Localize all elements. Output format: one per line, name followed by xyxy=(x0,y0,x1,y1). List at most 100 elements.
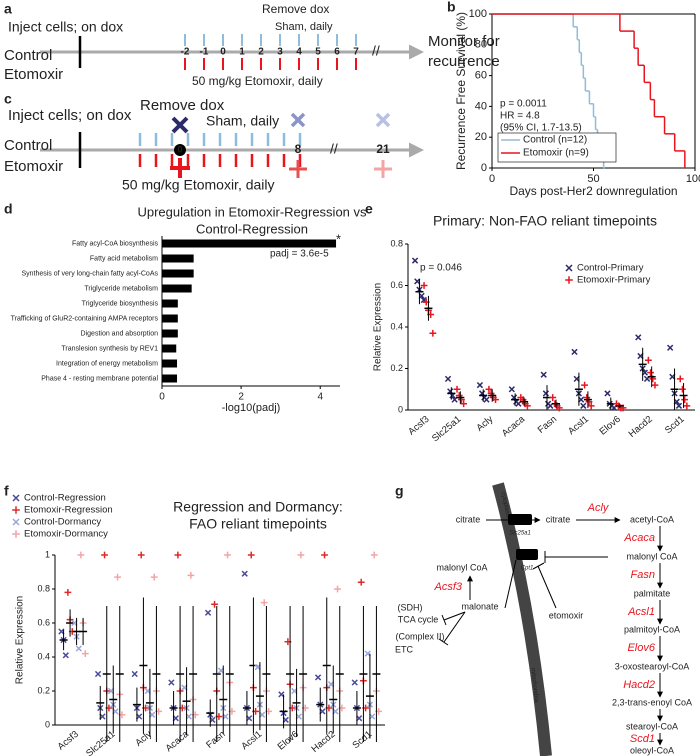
point xyxy=(651,381,659,389)
metabolite: 2,3-trans-enoyl CoA xyxy=(612,697,692,707)
day-label: 4 xyxy=(296,47,302,58)
day-label: 6 xyxy=(334,47,340,58)
legend-label: Control-Primary xyxy=(577,263,644,274)
panel-label: b xyxy=(447,0,456,15)
mitochondria-label: mitochondria xyxy=(529,668,539,703)
day-label: 5 xyxy=(315,47,321,58)
panel-g: g cytoplasm mitochondria Slc25a1 Cpt1 ci… xyxy=(395,482,692,756)
bar xyxy=(162,344,177,353)
legend-marker xyxy=(565,276,573,284)
enzyme: Elov6 xyxy=(627,642,655,654)
etomoxir-label: Etomoxir xyxy=(4,158,63,175)
y-tick-label: 0.6 xyxy=(37,617,50,627)
bar xyxy=(162,269,194,278)
y-tick-label: 0.8 xyxy=(390,238,403,248)
panel-c: c // Inject cells; on dox Control Etomox… xyxy=(4,91,424,193)
day-label: 7 xyxy=(353,47,359,58)
chart: e Primary: Non-FAO reliant timepoints 0 0.2… xyxy=(365,201,695,444)
point xyxy=(571,348,578,356)
category-label: Acly xyxy=(474,414,495,434)
remove-dox: Remove dox xyxy=(262,2,329,16)
point xyxy=(580,402,587,409)
point xyxy=(667,344,674,351)
category-label: Triglyceride metabolism xyxy=(84,285,158,292)
connector xyxy=(504,559,517,609)
legend-label: Etomoxir-Primary xyxy=(577,275,651,286)
enzyme: Scd1 xyxy=(630,733,655,745)
legend-marker xyxy=(565,264,573,272)
point xyxy=(460,400,468,408)
y-tick-label: 0.4 xyxy=(37,651,50,661)
bar xyxy=(162,314,178,323)
point xyxy=(174,551,182,559)
x-axis-label: -log10(padj) xyxy=(222,402,281,414)
point xyxy=(681,396,689,404)
category-label: Fasn xyxy=(536,414,559,436)
panel-label: g xyxy=(395,483,404,499)
point xyxy=(540,371,547,378)
inject-label: Inject cells; on dox xyxy=(8,107,132,124)
panel-label: a xyxy=(4,1,12,17)
category-label: Synthesis of very long-chain fatty acyl-… xyxy=(21,270,158,277)
point xyxy=(314,674,322,681)
metabolite: 3-oxostearoyl-CoA xyxy=(615,661,690,671)
panel-label: d xyxy=(4,201,13,217)
category-label: Scd1 xyxy=(663,414,687,436)
chart: f Regression and Dormancy:FAO reliant tim… xyxy=(4,483,385,756)
x-tick-label: 50 xyxy=(587,173,599,185)
monitor-label: Monitor for xyxy=(428,33,500,50)
cytoplasm-label: cytoplasm xyxy=(500,491,511,519)
point xyxy=(542,390,550,397)
point xyxy=(297,551,305,559)
enzyme: Acsl1 xyxy=(627,606,655,618)
point xyxy=(204,609,212,616)
carrier-label: Cpt1 xyxy=(521,566,534,572)
annotation: padj = 3.6e-5 xyxy=(270,249,329,260)
metabolite: stearoyl-CoA xyxy=(626,721,678,731)
y-tick-label: 0 xyxy=(398,404,403,414)
sham-label: Sham, daily xyxy=(275,21,333,33)
category-label: Acsl1 xyxy=(566,414,591,437)
metabolite: malonyl CoA xyxy=(626,551,677,561)
enzyme: Acly xyxy=(587,502,610,514)
point xyxy=(241,570,248,577)
y-tick-label: 40 xyxy=(475,100,487,112)
category-label: Acaca xyxy=(164,728,192,754)
x-tick-label: 0 xyxy=(489,173,495,185)
inhibition xyxy=(443,611,466,621)
plus-marker xyxy=(374,160,392,178)
y-tick-label: 0.2 xyxy=(390,363,403,373)
point xyxy=(62,652,69,659)
point xyxy=(604,390,611,397)
point xyxy=(94,670,102,678)
category-label: Phase 4 - resting membrane potential xyxy=(41,375,158,382)
point xyxy=(508,386,515,393)
annotation: HR = 4.8 xyxy=(500,111,540,122)
label: TCA cycle xyxy=(398,614,439,624)
enzyme: Acsf3 xyxy=(433,581,462,593)
panel-label: c xyxy=(4,91,12,107)
x-tick-label: 4 xyxy=(317,392,323,403)
point xyxy=(647,369,654,377)
panel-label: e xyxy=(365,201,373,217)
point xyxy=(224,551,231,559)
day-ticks: -2 -1 0 1 2 3 4 5 6 7 xyxy=(181,34,359,70)
category-label: Elov6 xyxy=(598,414,623,438)
point xyxy=(476,381,484,389)
y-tick-label: 100 xyxy=(469,8,487,20)
point xyxy=(429,329,437,337)
treatment-ticks xyxy=(138,133,302,167)
day-label: 0 xyxy=(220,47,226,58)
y-tick-label: 0.6 xyxy=(390,280,403,290)
annotation: p = 0.0011 xyxy=(500,99,547,110)
chart-title: Regression and Dormancy: xyxy=(173,499,343,515)
transporter-label: Slc25a1 xyxy=(509,531,531,537)
metabolite: palmitoyl-CoA xyxy=(624,624,680,634)
category-label: Fatty acyl-CoA biosynthesis xyxy=(72,240,158,247)
category-label: Fasn xyxy=(204,729,227,751)
point xyxy=(453,385,461,393)
enzyme: Fasn xyxy=(631,569,655,581)
sham-label: Sham, daily xyxy=(206,113,279,129)
point xyxy=(676,375,684,383)
point xyxy=(137,551,145,559)
